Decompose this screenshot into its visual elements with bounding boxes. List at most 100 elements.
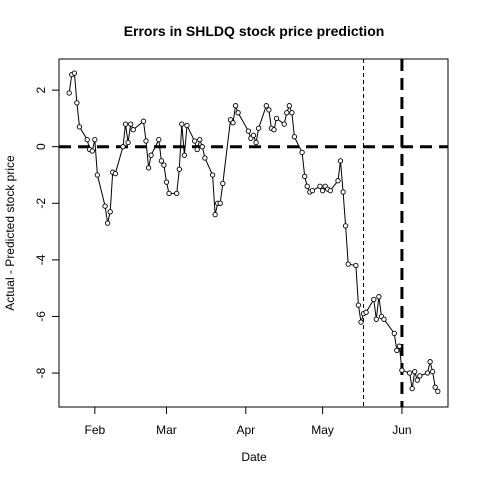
data-point (399, 367, 405, 373)
data-point (381, 316, 387, 322)
chart-title: Errors in SHLDQ stock price prediction (124, 23, 385, 39)
data-point (163, 179, 170, 185)
data-point (417, 373, 423, 379)
data-point (371, 296, 377, 303)
data-point (255, 125, 262, 131)
data-point (302, 173, 308, 180)
data-point (281, 121, 287, 127)
series-line (68, 72, 439, 392)
data-point (284, 110, 290, 116)
data-point (345, 261, 351, 267)
x-tick-label: May (311, 423, 334, 437)
data-point (74, 100, 80, 106)
data-point (102, 203, 108, 209)
data-point (128, 121, 134, 127)
data-point (291, 134, 298, 140)
data-point (191, 138, 198, 144)
data-point (107, 209, 113, 215)
data-point (166, 190, 172, 197)
data-point (235, 110, 241, 116)
data-point (424, 370, 431, 376)
data-point (304, 183, 310, 189)
data-point (391, 330, 397, 337)
data-point (176, 166, 182, 172)
data-point (396, 343, 403, 349)
data-point (174, 190, 180, 197)
data-point (161, 162, 167, 168)
data-point (427, 359, 433, 365)
data-point (181, 152, 188, 158)
data-point (340, 189, 346, 195)
plot-border (58, 58, 449, 408)
data-point (412, 368, 418, 375)
data-point (299, 149, 305, 156)
data-point (194, 146, 200, 153)
data-point (286, 103, 292, 109)
data-point (409, 385, 415, 392)
data-point (273, 115, 280, 122)
data-point (212, 211, 218, 218)
data-point (156, 136, 162, 143)
y-tick-label: 0 (34, 143, 48, 150)
y-axis-label: Actual - Predicted stock price (3, 155, 17, 311)
data-point (148, 152, 154, 158)
error-series (66, 70, 441, 395)
data-point (373, 316, 379, 322)
data-point (266, 107, 272, 113)
data-point (319, 187, 326, 194)
data-point (71, 70, 78, 76)
data-point (435, 388, 441, 395)
data-point (92, 136, 98, 143)
data-point (217, 200, 223, 206)
data-point (184, 122, 190, 129)
data-point (263, 103, 269, 109)
data-point (94, 172, 101, 178)
data-point (429, 368, 436, 375)
y-tick-label: -6 (34, 311, 48, 322)
data-point (122, 121, 129, 127)
data-point (353, 262, 359, 269)
data-point (66, 90, 72, 96)
x-tick-label: Apr (236, 423, 255, 437)
data-point (112, 170, 118, 177)
data-point (342, 223, 349, 229)
data-point (202, 155, 208, 161)
data-point (89, 148, 95, 154)
x-tick-label: Feb (84, 423, 105, 437)
data-point (120, 144, 126, 150)
data-point (253, 139, 259, 146)
data-point (130, 127, 136, 133)
x-tick-label: Mar (156, 423, 177, 437)
data-point (230, 120, 236, 126)
x-tick-label: Jun (392, 423, 411, 437)
data-point (250, 132, 257, 139)
y-axis: 2 0 -2 -4 -6 -8 (34, 86, 59, 378)
data-point (232, 103, 239, 109)
data-point (145, 165, 152, 171)
data-point (337, 158, 344, 164)
data-point (355, 302, 362, 308)
data-point (394, 347, 400, 354)
data-point (84, 136, 90, 143)
data-point (335, 178, 341, 184)
data-point (76, 124, 83, 130)
data-point (309, 187, 316, 194)
data-point (432, 384, 438, 390)
data-point (376, 294, 382, 300)
data-point (197, 136, 203, 143)
data-point (158, 158, 165, 164)
y-tick-label: -4 (34, 254, 48, 265)
data-point (140, 118, 147, 124)
data-point (209, 172, 216, 178)
data-point (363, 309, 369, 315)
data-point (199, 144, 205, 150)
data-point (143, 138, 149, 144)
y-tick-label: -2 (34, 198, 48, 209)
data-point (327, 187, 333, 194)
data-point (179, 121, 185, 127)
data-point (271, 127, 277, 133)
data-point (125, 139, 131, 146)
y-tick-label: 2 (34, 86, 48, 93)
data-point (317, 183, 323, 189)
data-point (414, 377, 420, 383)
